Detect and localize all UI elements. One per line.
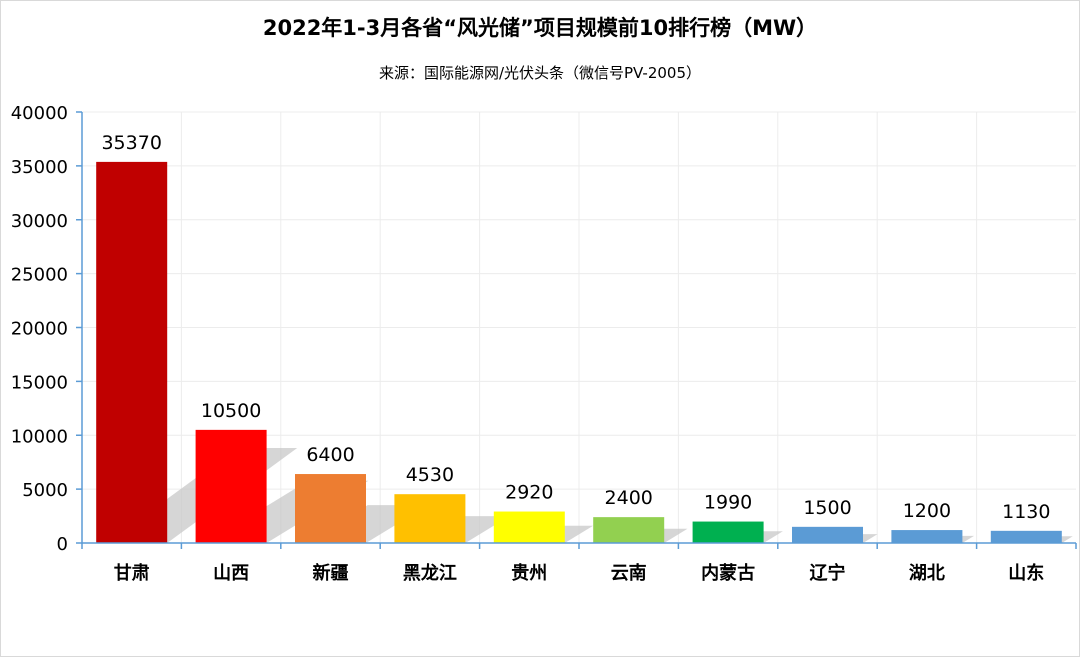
data-label: 4530 [406,464,454,486]
bar-5 [493,511,565,543]
bar-2 [195,429,267,543]
y-tick-label: 15000 [11,372,68,393]
data-label: 2400 [605,487,653,509]
x-tick-label: 山西 [213,563,249,584]
bar-8 [792,526,863,543]
x-tick-label: 湖北 [909,563,945,584]
axes [76,111,1077,549]
y-tick-label: 0 [57,534,68,555]
chart-title: 2022年1-3月各省“风光储”项目规模前10排行榜（MW） [262,16,818,40]
x-tick-label: 山东 [1008,562,1044,584]
y-tick-label: 35000 [11,157,68,178]
y-tick-label: 40000 [11,103,68,124]
y-tick-label: 20000 [11,319,68,340]
data-label: 1500 [803,497,851,519]
data-label: 10500 [201,400,261,422]
data-label: 35370 [101,132,161,154]
data-label: 1130 [1002,501,1050,523]
chart-subtitle: 来源：国际能源网/光伏头条（微信号PV-2005） [378,64,702,82]
data-label: 6400 [306,444,354,466]
bar-9 [891,530,963,543]
bar-1 [96,161,168,543]
bar-3 [295,474,366,543]
data-label: 1990 [704,492,752,514]
x-tick-label: 贵州 [511,563,547,584]
bars [96,161,1062,543]
x-tick-label: 甘肃 [114,562,150,584]
y-tick-label: 30000 [11,211,68,232]
data-label: 2920 [505,482,553,504]
x-tick-label: 辽宁 [810,562,846,584]
y-tick-label: 25000 [11,265,68,286]
bar-4 [394,494,466,543]
labels: 0 5000 10000 15000 20000 25000 30000 35000 40000… [11,103,1051,584]
x-tick-label: 新疆 [313,562,349,584]
bar-6 [593,517,665,543]
x-tick-label: 内蒙古 [701,562,755,584]
x-tick-label: 云南 [611,562,647,584]
bar-7 [692,521,764,543]
data-label: 1200 [903,500,951,522]
y-tick-label: 10000 [11,426,68,447]
y-tick-label: 5000 [22,480,68,501]
bar-10 [990,530,1062,543]
x-tick-label: 黑龙江 [403,562,457,584]
